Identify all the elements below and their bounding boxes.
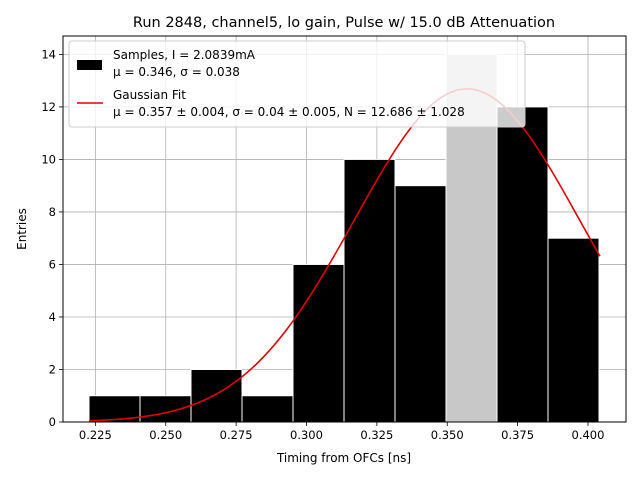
legend-fit-label: Gaussian Fit: [113, 88, 186, 102]
histogram-bar: [394, 185, 447, 423]
x-axis-ticks: 0.225 0.250 0.275 0.300 0.325 0.350 0.375 0.400: [79, 422, 605, 442]
legend-samples-stats: μ = 0.346, σ = 0.038: [113, 65, 240, 79]
legend-box: [68, 40, 526, 128]
x-tick-label: 0.225: [79, 428, 112, 442]
x-tick-label: 0.400: [572, 428, 605, 442]
y-tick-label: 4: [49, 310, 56, 324]
y-tick-label: 0: [49, 415, 56, 429]
y-tick-label: 2: [49, 362, 56, 376]
legend-fit-stats: μ = 0.357 ± 0.004, σ = 0.04 ± 0.005, N =…: [113, 105, 465, 119]
y-tick-label: 12: [41, 100, 56, 114]
legend-samples-label: Samples, I = 2.0839mA: [113, 48, 256, 62]
plot-frame: [62, 35, 627, 423]
x-tick-label: 0.275: [220, 428, 253, 442]
legend-samples-swatch: [77, 60, 102, 70]
histogram-bar: [241, 395, 294, 423]
x-tick-label: 0.250: [149, 428, 182, 442]
histogram-bar: [292, 263, 345, 423]
histogram-bar: [343, 158, 396, 423]
histogram-bar: [496, 106, 549, 423]
histogram-bar: [547, 237, 600, 423]
chart-title: Run 2848, channel5, lo gain, Pulse w/ 15…: [133, 15, 555, 31]
x-tick-label: 0.350: [431, 428, 464, 442]
y-tick-label: 10: [41, 152, 56, 166]
y-tick-label: 8: [49, 205, 56, 219]
x-tick-label: 0.300: [290, 428, 323, 442]
x-tick-label: 0.325: [360, 428, 393, 442]
x-axis-label: Timing from OFCs [ns]: [276, 451, 411, 465]
y-axis-label: Entries: [15, 208, 29, 250]
histogram-bar: [139, 395, 192, 423]
y-tick-label: 14: [41, 47, 56, 61]
histogram-bars: [88, 53, 600, 423]
legend: Samples, I = 2.0839mA μ = 0.346, σ = 0.0…: [68, 40, 526, 128]
y-tick-label: 6: [49, 257, 56, 271]
histogram-bar: [190, 368, 243, 423]
x-tick-label: 0.375: [501, 428, 534, 442]
y-axis-ticks: 0 2 4 6 8 10 12 14: [41, 47, 63, 429]
